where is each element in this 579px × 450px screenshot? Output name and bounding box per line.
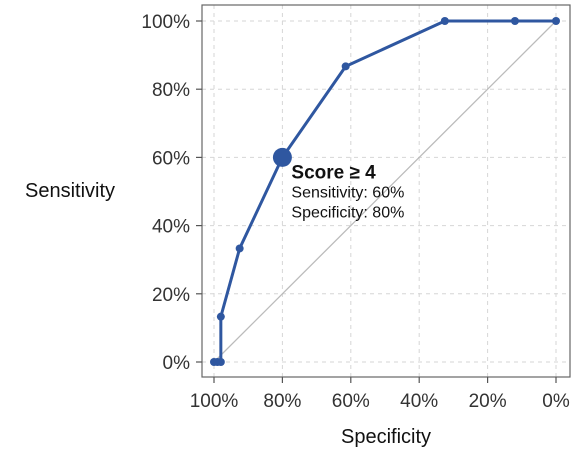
y-tick-label: 0% — [163, 353, 191, 374]
x-tick-label: 60% — [332, 391, 370, 412]
highlight-point — [272, 147, 292, 167]
grid-lines — [202, 5, 570, 377]
roc-point — [510, 17, 519, 25]
roc-point — [552, 17, 560, 25]
x-tick-label: 20% — [469, 391, 507, 412]
axis-ticks: 100% 80% 60% 40% 20% 0% 0% 20% 40% 60% 80% 100% — [141, 12, 569, 412]
roc-point — [440, 17, 449, 25]
x-axis-title: Specificity — [341, 426, 431, 448]
reference-diagonal-line — [213, 20, 557, 363]
plot-frame — [201, 4, 571, 378]
x-tick-label: 40% — [400, 391, 438, 412]
roc-point — [341, 62, 350, 71]
y-tick-label: 40% — [152, 217, 190, 238]
x-tick-label: 0% — [542, 391, 570, 412]
annotation-title: Score ≥ 4 — [291, 162, 376, 183]
roc-point — [235, 244, 244, 253]
x-tick-label: 80% — [263, 391, 301, 412]
y-tick-label: 100% — [141, 12, 190, 33]
y-tick-label: 80% — [152, 80, 190, 101]
annotation-specificity: Specificity: 80% — [291, 204, 404, 221]
annotation-sensitivity: Sensitivity: 60% — [291, 184, 404, 201]
y-tick-label: 20% — [152, 285, 190, 306]
x-tick-label: 100% — [190, 391, 239, 412]
y-axis-title: Sensitivity — [25, 180, 115, 202]
roc-point — [216, 312, 225, 321]
y-tick-label: 60% — [152, 148, 190, 169]
roc-point — [216, 358, 225, 366]
